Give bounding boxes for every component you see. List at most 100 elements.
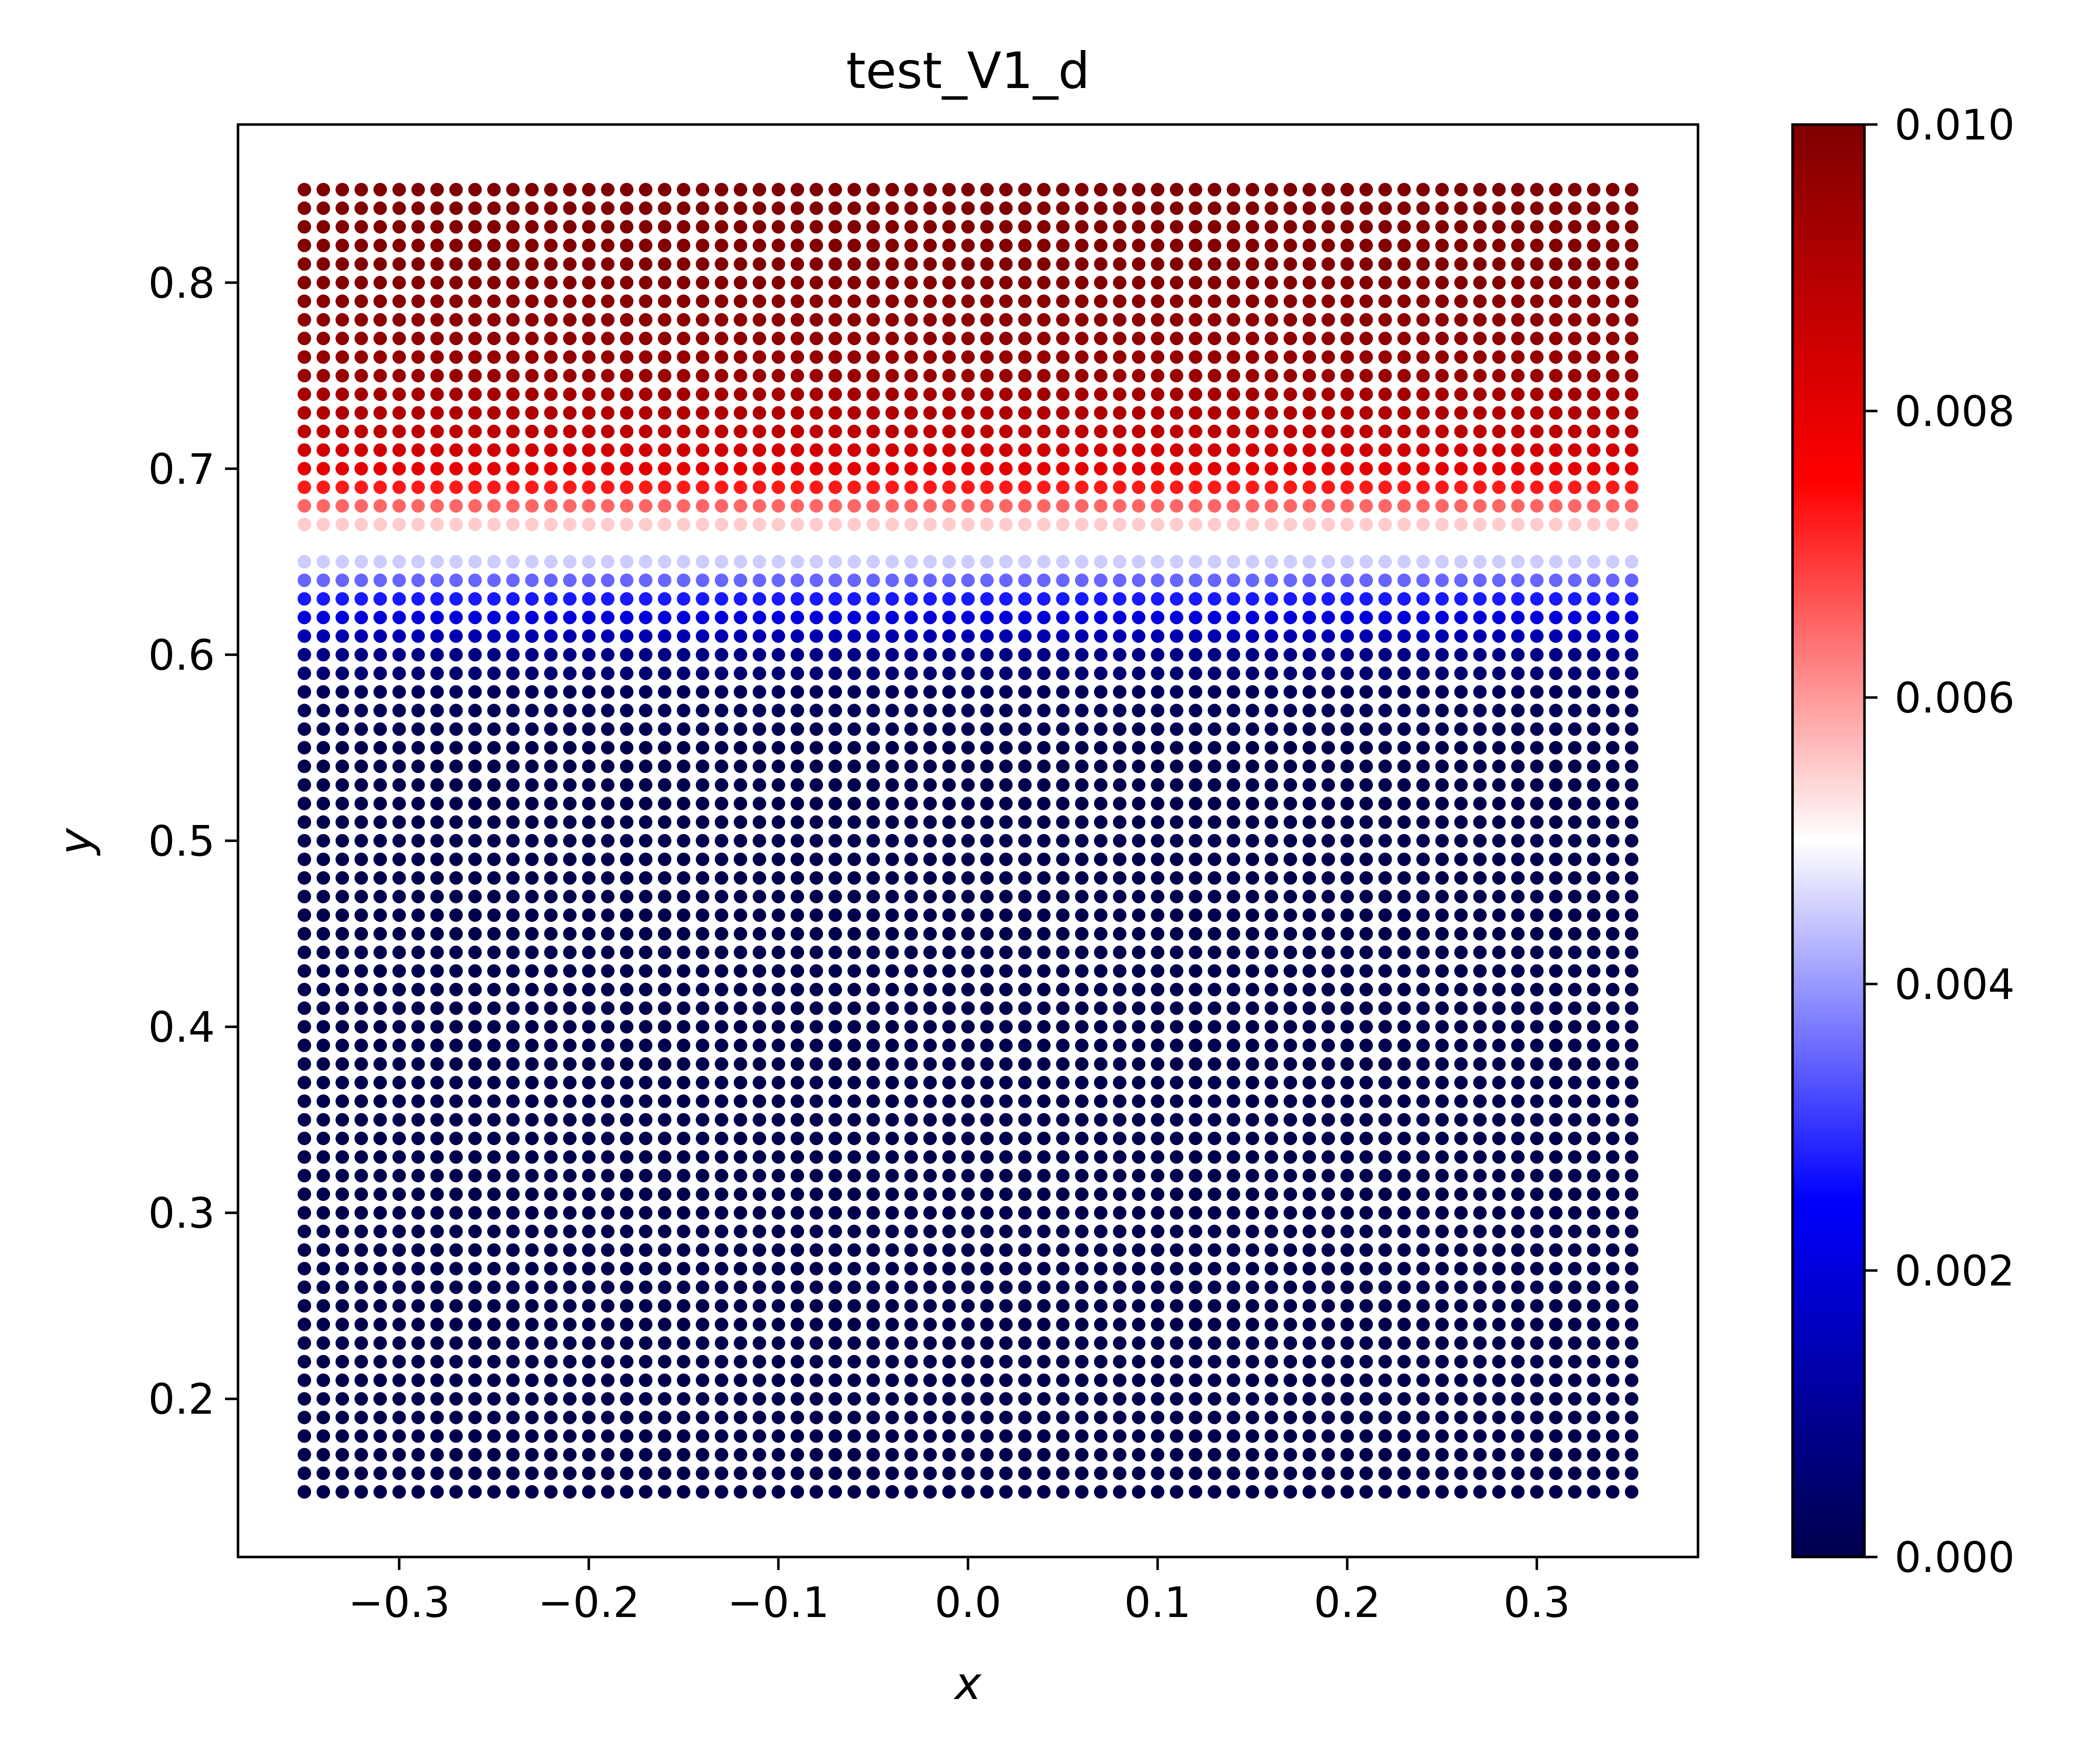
scatter-point — [714, 443, 728, 457]
scatter-point — [980, 1280, 994, 1294]
scatter-point — [1132, 1392, 1146, 1406]
scatter-point — [1530, 1280, 1544, 1294]
scatter-point — [1302, 1299, 1316, 1313]
scatter-point — [1246, 1150, 1260, 1164]
scatter-point — [1473, 1485, 1487, 1499]
scatter-point — [1340, 350, 1354, 364]
scatter-point — [1340, 424, 1354, 438]
scatter-point — [885, 257, 899, 271]
scatter-point — [1170, 1392, 1184, 1406]
scatter-point — [1473, 480, 1487, 494]
scatter-point — [1454, 629, 1468, 643]
scatter-point — [1170, 388, 1184, 402]
scatter-point — [1492, 648, 1506, 662]
scatter-point — [1454, 1113, 1468, 1127]
scatter-point — [1492, 1020, 1506, 1034]
scatter-point — [1416, 796, 1430, 810]
scatter-point — [1302, 1020, 1316, 1034]
scatter-point — [620, 815, 634, 829]
scatter-point — [1606, 1150, 1620, 1164]
scatter-point — [1549, 368, 1563, 382]
scatter-point — [411, 518, 425, 532]
scatter-point — [980, 313, 994, 327]
scatter-point — [430, 257, 444, 271]
scatter-point — [1208, 238, 1222, 252]
scatter-point — [658, 1354, 672, 1368]
scatter-point — [316, 1410, 330, 1424]
scatter-point — [563, 1299, 577, 1313]
scatter-point — [1454, 1132, 1468, 1146]
scatter-point — [1416, 1150, 1430, 1164]
scatter-point — [1416, 313, 1430, 327]
scatter-point — [1112, 1374, 1126, 1388]
scatter-point — [1075, 1094, 1089, 1108]
scatter-point — [1378, 1466, 1392, 1480]
scatter-point — [1132, 1168, 1146, 1182]
scatter-point — [999, 1410, 1013, 1424]
scatter-point — [1018, 890, 1032, 904]
scatter-point — [676, 1448, 690, 1462]
scatter-point — [563, 332, 577, 346]
scatter-point — [468, 1262, 482, 1276]
scatter-point — [1170, 815, 1184, 829]
scatter-point — [638, 201, 652, 215]
scatter-point — [449, 722, 463, 736]
scatter-point — [885, 1113, 899, 1127]
scatter-point — [790, 1168, 804, 1182]
scatter-point — [980, 760, 994, 774]
scatter-point — [1094, 276, 1108, 290]
scatter-point — [1284, 1206, 1298, 1220]
scatter-point — [658, 368, 672, 382]
scatter-point — [1302, 796, 1316, 810]
scatter-point — [1037, 852, 1051, 866]
scatter-point — [980, 276, 994, 290]
scatter-point — [1473, 610, 1487, 624]
scatter-point — [1473, 1132, 1487, 1146]
scatter-point — [1302, 536, 1316, 550]
scatter-point — [1454, 1336, 1468, 1350]
scatter-point — [790, 424, 804, 438]
scatter-point — [790, 499, 804, 513]
scatter-point — [904, 1392, 918, 1406]
scatter-point — [696, 964, 710, 978]
scatter-point — [1170, 852, 1184, 866]
scatter-point — [961, 499, 975, 513]
scatter-point — [734, 574, 748, 588]
scatter-point — [1094, 1168, 1108, 1182]
scatter-point — [449, 1262, 463, 1276]
scatter-point — [1188, 368, 1202, 382]
scatter-point — [1397, 815, 1411, 829]
scatter-point — [1226, 740, 1240, 754]
scatter-point — [1188, 1038, 1202, 1052]
scatter-point — [734, 1410, 748, 1424]
scatter-point — [525, 1187, 539, 1201]
scatter-point — [1246, 834, 1260, 848]
scatter-point — [923, 1336, 937, 1350]
scatter-point — [1322, 1113, 1336, 1127]
scatter-point — [316, 182, 330, 196]
scatter-point — [752, 574, 766, 588]
scatter-point — [449, 1020, 463, 1034]
scatter-point — [1056, 1280, 1070, 1294]
scatter-point — [1132, 518, 1146, 532]
scatter-point — [772, 201, 786, 215]
scatter-point — [336, 350, 350, 364]
scatter-point — [1170, 760, 1184, 774]
scatter-point — [980, 406, 994, 420]
scatter-point — [1056, 294, 1070, 308]
scatter-point — [1132, 574, 1146, 588]
scatter-point — [430, 1132, 444, 1146]
scatter-point — [885, 1206, 899, 1220]
scatter-point — [1284, 1318, 1298, 1332]
scatter-point — [961, 1168, 975, 1182]
scatter-point — [961, 908, 975, 922]
scatter-point — [1454, 871, 1468, 885]
scatter-point — [468, 815, 482, 829]
scatter-point — [1037, 276, 1051, 290]
scatter-point — [600, 834, 614, 848]
scatter-point — [658, 964, 672, 978]
scatter-point — [1264, 332, 1278, 346]
scatter-point — [1416, 424, 1430, 438]
scatter-point — [1606, 1224, 1620, 1238]
scatter-point — [980, 1243, 994, 1257]
